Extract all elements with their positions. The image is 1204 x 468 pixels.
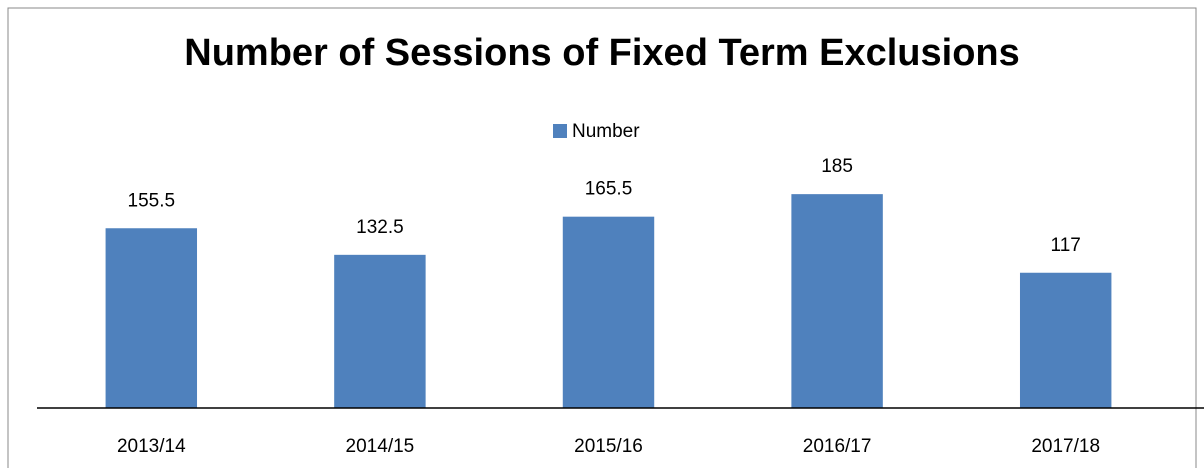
data-label: 155.5 [128,190,176,211]
bar [791,194,883,408]
data-label: 132.5 [356,217,404,238]
bar [105,228,198,408]
data-label: 165.5 [585,179,633,200]
x-tick-label: 2017/18 [1031,436,1100,457]
bar [1019,272,1112,408]
data-label: 185 [821,156,853,177]
x-tick-label: 2013/14 [117,436,186,457]
bar [334,254,426,408]
x-tick-label: 2016/17 [803,436,872,457]
legend-label: Number [572,121,640,142]
legend-swatch [553,124,567,138]
chart-title: Number of Sessions of Fixed Term Exclusi… [184,32,1020,74]
x-tick-label: 2014/15 [346,436,415,457]
x-tick-label: 2015/16 [574,436,643,457]
bar [562,216,655,408]
data-label: 117 [1051,235,1081,256]
